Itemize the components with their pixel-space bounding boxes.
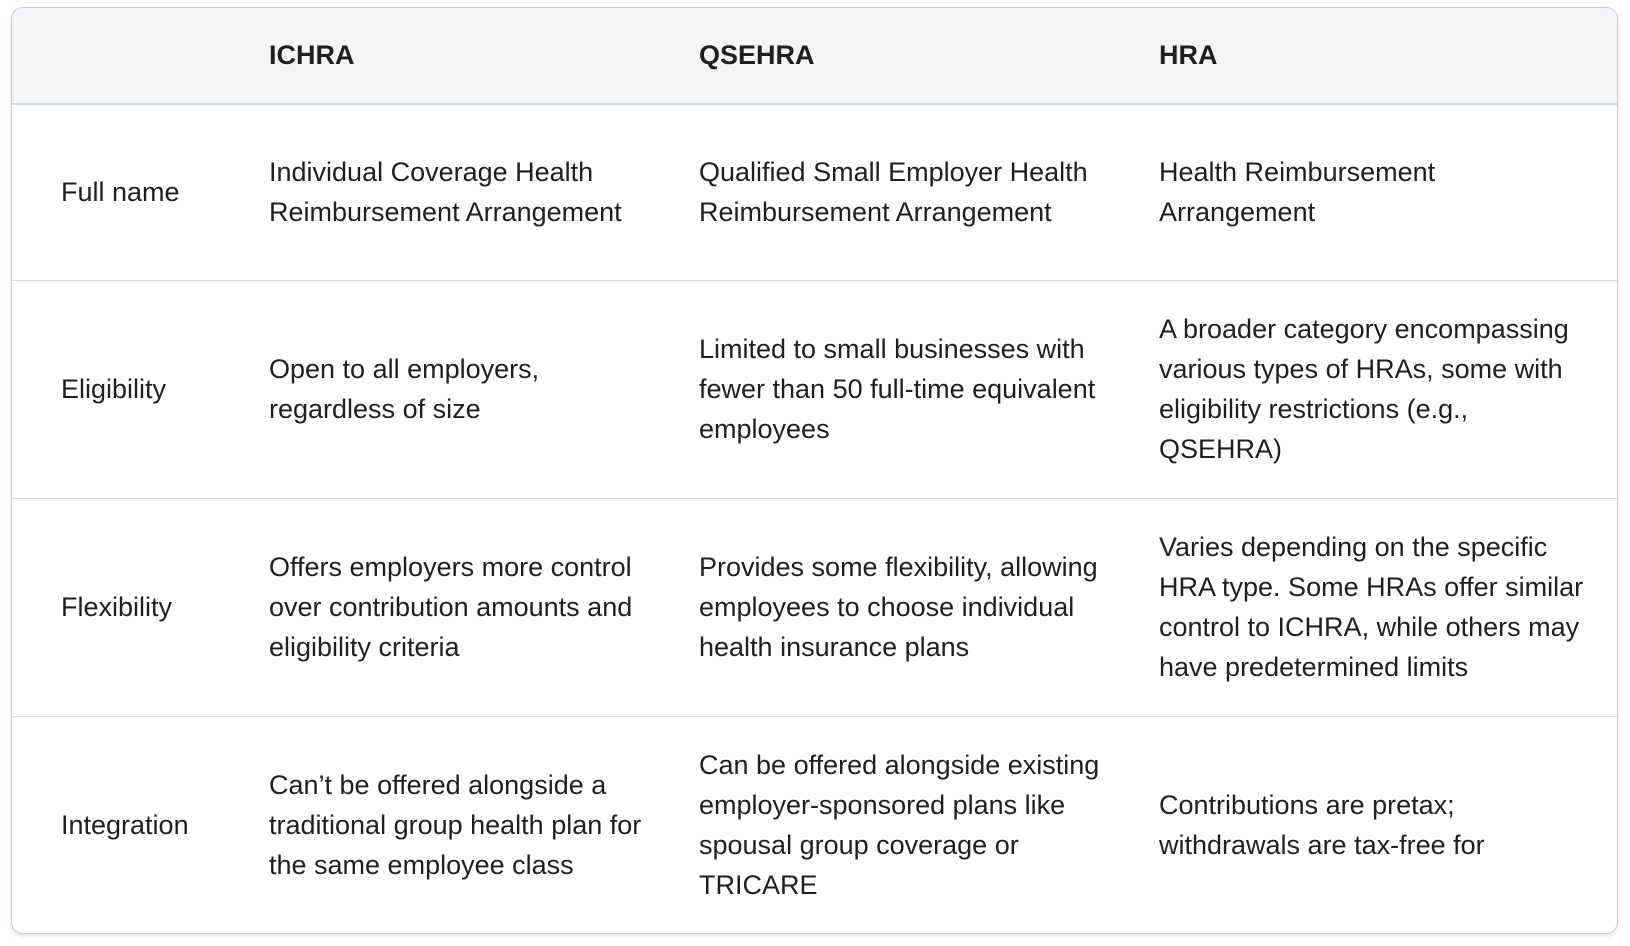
table-row-full-name: Full name Individual Coverage Health Rei… <box>12 104 1617 281</box>
row-label: Flexibility <box>12 498 265 717</box>
row-label: Integration <box>61 810 189 841</box>
table-row-eligibility: Eligibility Open to all employers, regar… <box>12 280 1617 499</box>
comparison-table-card: ICHRA QSEHRA HRA Full name Individual Co… <box>11 7 1618 934</box>
cell-qsehra: Limited to small businesses with fewer t… <box>687 280 1146 499</box>
header-hra: HRA <box>1146 8 1617 105</box>
row-label: Eligibility <box>12 280 265 499</box>
cell-qsehra: Qualified Small Employer Health Reimburs… <box>687 104 1146 281</box>
cell-ichra: Can’t be offered alongside a traditional… <box>269 770 642 881</box>
cell-hra: Contributions are pretax; withdrawals ar… <box>1159 790 1485 861</box>
table-header-row: ICHRA QSEHRA HRA <box>12 8 1617 105</box>
cell-hra: Health Reimbursement Arrangement <box>1146 104 1617 281</box>
cell-hra: A broader category encompassing various … <box>1146 280 1617 499</box>
cell-ichra: Offers employers more control over contr… <box>265 498 687 717</box>
table-row-flexibility: Flexibility Offers employers more contro… <box>12 498 1617 717</box>
cell-hra: Varies depending on the specific HRA typ… <box>1146 498 1617 717</box>
cell-ichra: Open to all employers, regardless of siz… <box>265 280 687 499</box>
cell-qsehra: Provides some flexibility, allowing empl… <box>687 498 1146 717</box>
row-label: Full name <box>12 104 265 281</box>
header-ichra: ICHRA <box>265 8 687 105</box>
comparison-table: ICHRA QSEHRA HRA Full name Individual Co… <box>12 8 1617 933</box>
table-row-integration: Integration Can’t be offered alongside a… <box>12 716 1617 933</box>
cell-ichra: Individual Coverage Health Reimbursement… <box>265 104 687 281</box>
header-empty-cell <box>12 8 265 105</box>
header-qsehra: QSEHRA <box>687 8 1146 105</box>
cell-qsehra: Can be offered alongside existing employ… <box>699 750 1100 901</box>
